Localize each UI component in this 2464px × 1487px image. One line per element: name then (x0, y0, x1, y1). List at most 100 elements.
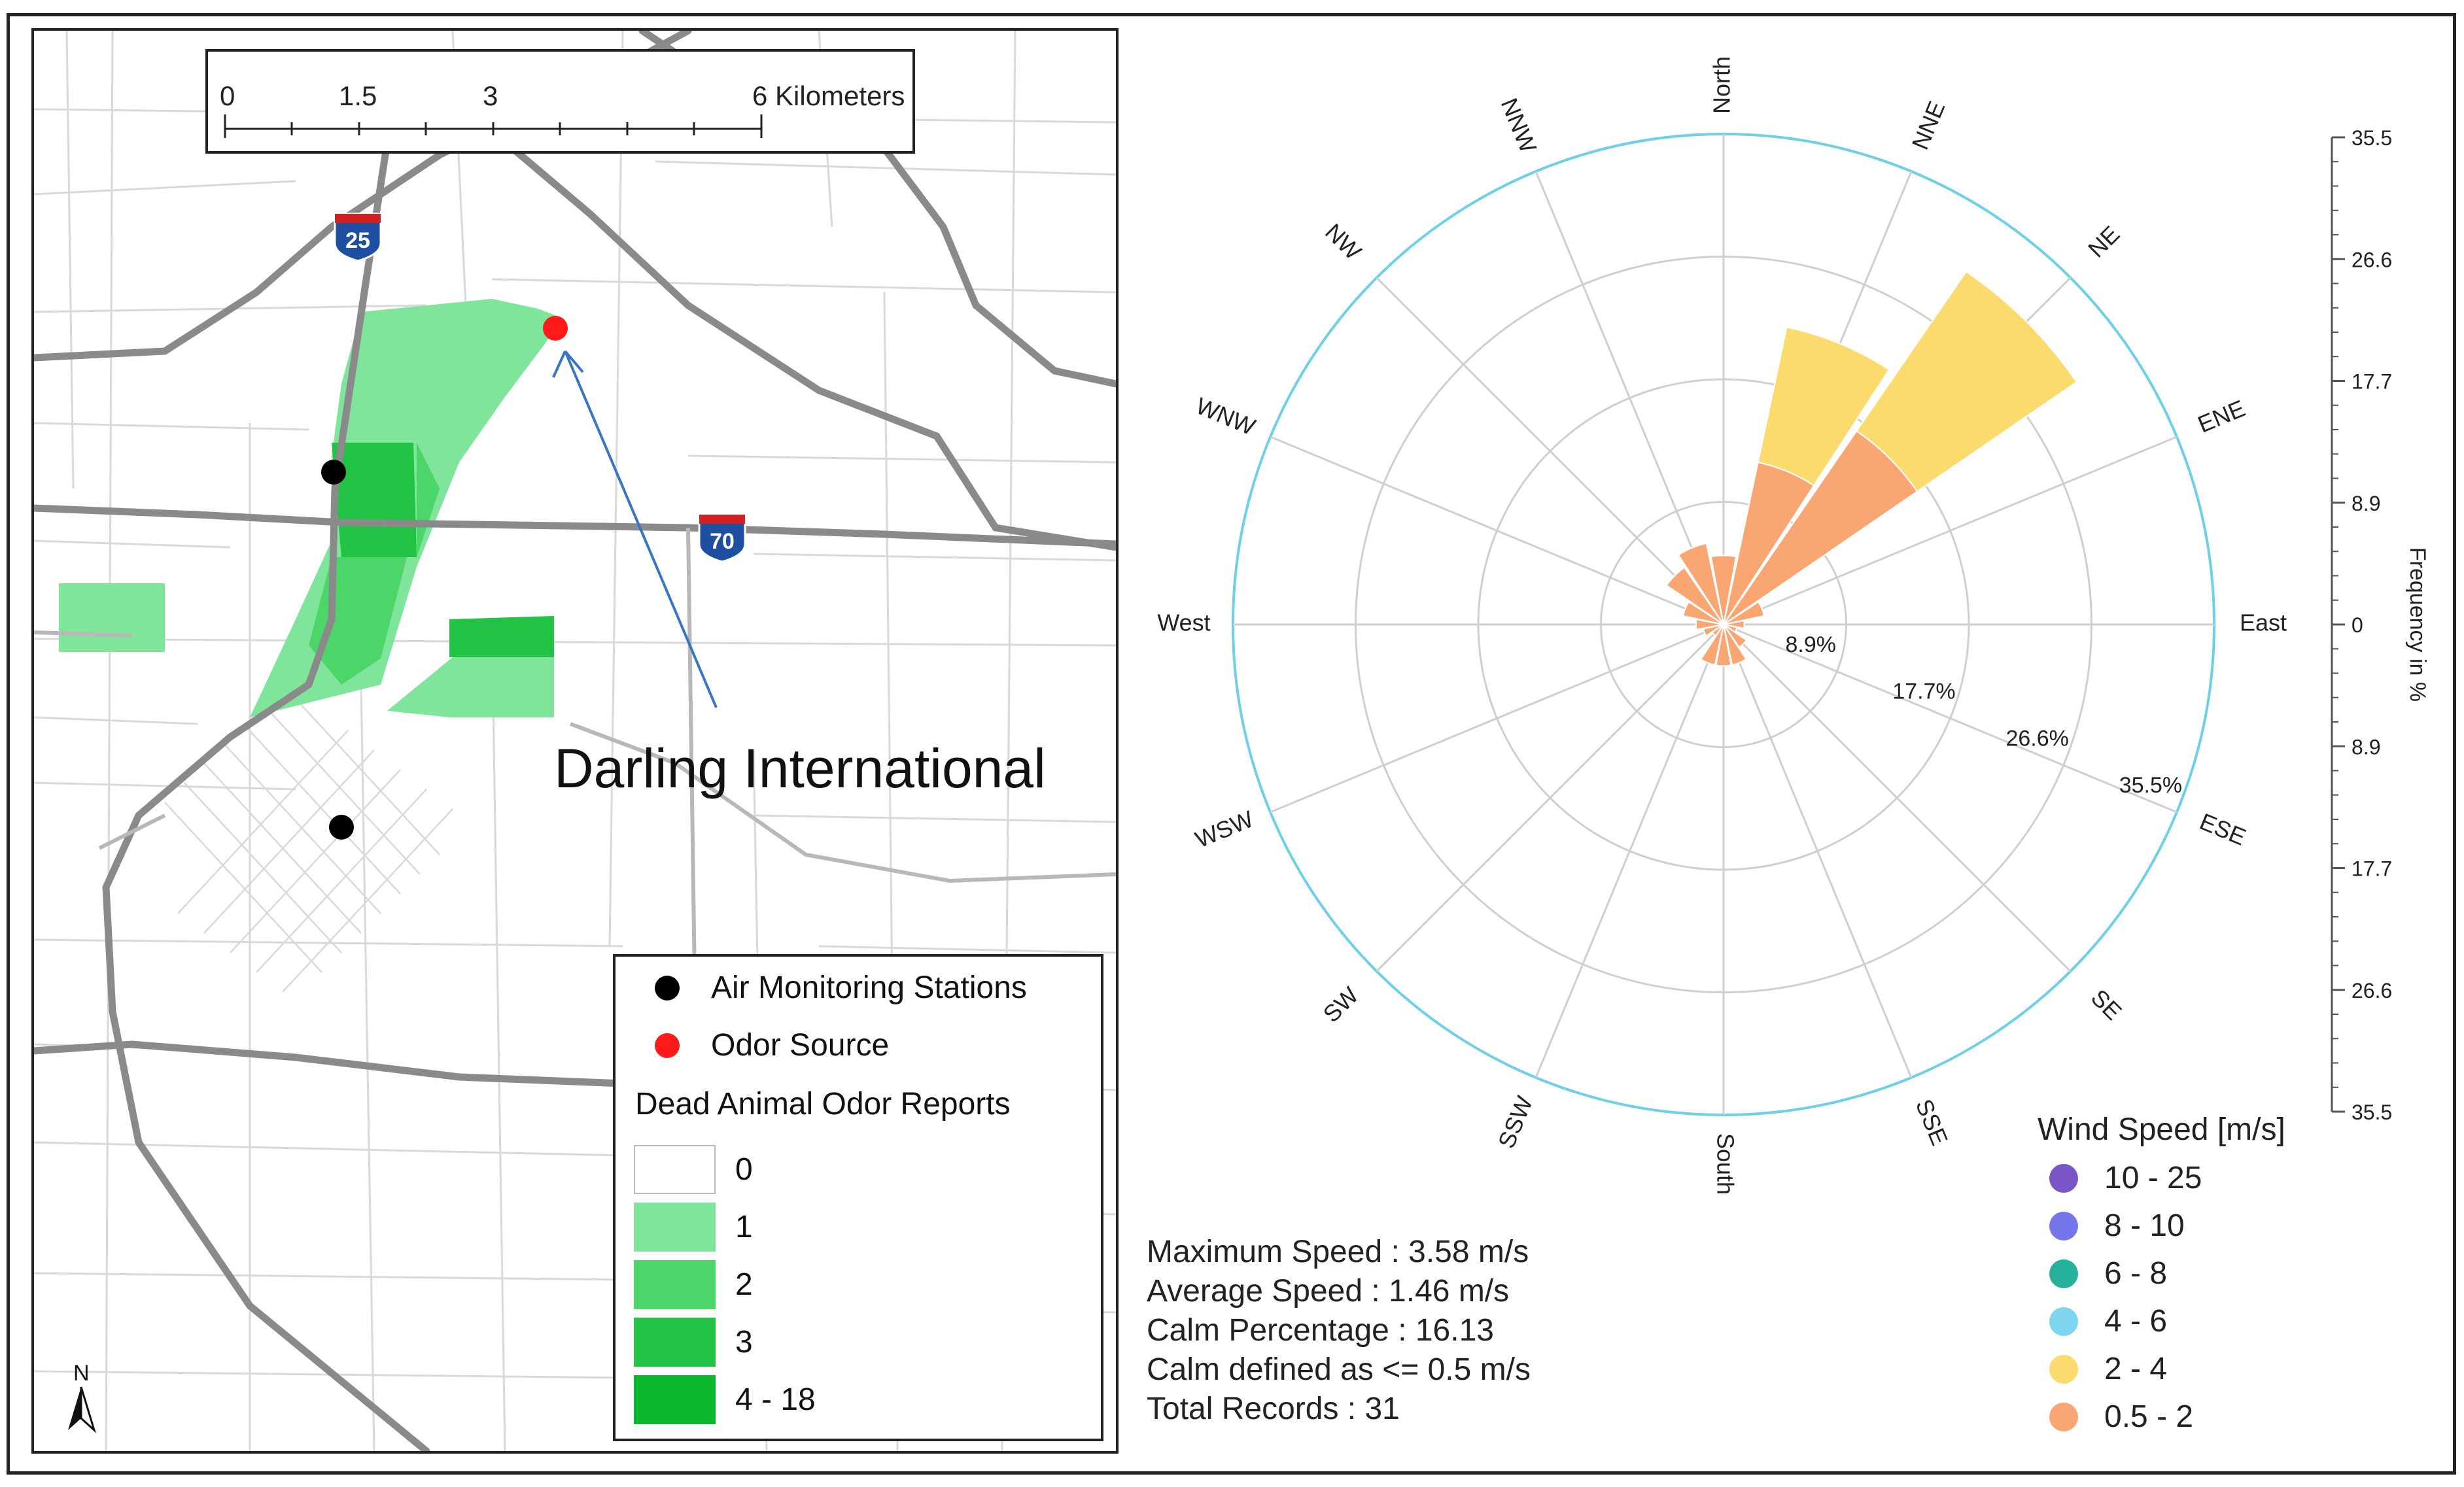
wind-speed-legend-item: 0.5 - 2 (2038, 1393, 2285, 1441)
wind-speed-dot-icon (2049, 1402, 2078, 1431)
legend-class-4-18: 4 - 18 (634, 1375, 816, 1424)
wind-speed-legend: Wind Speed [m/s] 10 - 25 8 - 10 6 - 8 4 - 6… (2038, 1112, 2285, 1441)
grid-spoke (1722, 624, 1913, 1078)
stat-total-records: Total Records : 31 (1147, 1392, 1400, 1426)
legend-class-4-label: 4 - 18 (735, 1382, 816, 1417)
legend-class-2: 2 (634, 1260, 753, 1309)
frequency-tick-label: 26.6 (2351, 248, 2392, 271)
map-panel: 25 70 Darling International (31, 28, 1119, 1454)
grid-spoke (1270, 436, 1724, 626)
legend-odor-source-label: Odor Source (711, 1028, 890, 1063)
frequency-tick-label: 0 (2351, 613, 2363, 637)
direction-label-ssw: SSW (1493, 1092, 1538, 1152)
odor-source-annotation: Darling International (554, 738, 1046, 799)
frequency-axis-label: Frequency in % (2405, 547, 2430, 702)
grid-spoke (1535, 624, 1725, 1078)
petal-nw-0.5-2 (1665, 566, 1724, 625)
downtown-grid (164, 684, 453, 993)
direction-label-nnw: NNW (1496, 94, 1542, 156)
direction-label-ne: NE (2083, 220, 2125, 262)
interstate-70-label: 70 (710, 529, 735, 554)
scale-bar: 0 1.5 3 6 Kilometers (205, 49, 915, 154)
stat-average-speed: Average Speed : 1.46 m/s (1147, 1274, 1510, 1308)
district-1-reports (59, 583, 165, 652)
air-monitoring-station (329, 815, 354, 840)
grid-spoke (1376, 623, 1725, 972)
legend-class-3: 3 (634, 1318, 753, 1367)
legend-swatch-1 (634, 1203, 716, 1252)
map-legend: Air Monitoring Stations Odor Source Dead… (613, 954, 1103, 1441)
district-2-reports (417, 443, 440, 557)
wind-speed-legend-item: 10 - 25 (2038, 1154, 2285, 1202)
district-1-reports (387, 657, 554, 717)
petal-north-0.5-2 (1710, 555, 1737, 625)
ring-label: 26.6% (2005, 726, 2068, 751)
black-dot-icon (655, 975, 680, 1000)
legend-reports-title-label: Dead Animal Odor Reports (635, 1087, 1011, 1121)
interstate-25-shield-icon: 25 (334, 213, 382, 262)
direction-label-wnw: WNW (1192, 392, 1260, 441)
direction-label-nw: NW (1320, 218, 1366, 265)
scale-tick-3: 3 (483, 80, 498, 111)
wind-speed-legend-label: 10 - 25 (2104, 1161, 2202, 1195)
direction-label-nne: NNE (1906, 97, 1950, 154)
interstate-70-shield-icon: 70 (698, 513, 746, 563)
legend-reports-title: Dead Animal Odor Reports (635, 1086, 1011, 1122)
north-arrow-icon: N (58, 1358, 110, 1440)
grid-spoke (1723, 436, 2178, 626)
wind-speed-legend-label: 6 - 8 (2104, 1256, 2168, 1291)
wind-speed-dot-icon (2049, 1259, 2078, 1288)
odor-source-marker (543, 316, 568, 341)
ring-label: 8.9% (1785, 632, 1836, 657)
direction-label-ese: ESE (2196, 808, 2249, 850)
wind-rose-chart: North NNE NE ENE East ESE SE SSE South SSW SW WSW We… (1157, 56, 2430, 1195)
direction-label-ene: ENE (2194, 394, 2249, 437)
direction-label-sw: SW (1318, 982, 1364, 1027)
frequency-tick-label: 8.9 (2351, 735, 2380, 759)
stat-calm-definition: Calm defined as <= 0.5 m/s (1147, 1352, 1531, 1387)
frequency-tick-label: 17.7 (2351, 370, 2392, 394)
wind-rose-panel: North NNE NE ENE East ESE SE SSE South SSW SW WSW We… (1128, 20, 2450, 1471)
frequency-tick-label: 35.5 (2351, 1101, 2392, 1124)
grid-spoke (1376, 277, 1725, 626)
scale-tick-1-5: 1.5 (339, 80, 377, 111)
direction-label-north: North (1709, 56, 1735, 114)
stat-max-speed: Maximum Speed : 3.58 m/s (1147, 1235, 1529, 1269)
legend-swatch-0 (634, 1145, 716, 1194)
wind-speed-legend-label: 2 - 4 (2104, 1352, 2168, 1386)
wind-speed-legend-item: 6 - 8 (2038, 1250, 2285, 1297)
interstate-25-label: 25 (345, 228, 370, 253)
wind-speed-legend-title: Wind Speed [m/s] (2038, 1112, 2285, 1147)
wind-speed-legend-label: 4 - 6 (2104, 1304, 2168, 1339)
legend-odor-source: Odor Source (655, 1027, 889, 1063)
district-3-reports (332, 443, 417, 557)
annotation-arrow (552, 350, 718, 708)
grid-spoke (1270, 623, 1724, 813)
legend-class-3-label: 3 (735, 1325, 753, 1359)
wind-speed-legend-label: 8 - 10 (2104, 1208, 2185, 1243)
district-3-reports (449, 616, 554, 657)
wind-speed-dot-icon (2049, 1354, 2078, 1384)
direction-label-west: West (1157, 609, 1210, 636)
wind-speed-legend-label: 0.5 - 2 (2104, 1399, 2194, 1434)
legend-swatch-4 (634, 1375, 716, 1424)
frequency-tick-label: 26.6 (2351, 979, 2392, 1002)
direction-label-se: SE (2086, 984, 2127, 1025)
direction-label-east: East (2240, 609, 2287, 636)
direction-label-south: South (1712, 1133, 1739, 1195)
north-label: N (73, 1361, 90, 1386)
legend-class-1-label: 1 (735, 1210, 753, 1244)
legend-class-0-label: 0 (735, 1152, 753, 1187)
scale-tick-0: 0 (220, 80, 235, 111)
frequency-tick-label: 35.5 (2351, 126, 2392, 150)
arterials (34, 527, 1116, 980)
wind-statistics: Maximum Speed : 3.58 m/s Average Speed :… (1147, 1233, 1531, 1429)
frequency-tick-label: 8.9 (2351, 492, 2380, 515)
legend-class-2-label: 2 (735, 1267, 753, 1302)
red-dot-icon (655, 1033, 680, 1058)
ring-label: 35.5% (2119, 773, 2182, 798)
petal-nnw-0.5-2 (1677, 542, 1724, 625)
scale-tick-6-km: 6 Kilometers (752, 80, 905, 111)
ring-label: 17.7% (1892, 679, 1955, 704)
